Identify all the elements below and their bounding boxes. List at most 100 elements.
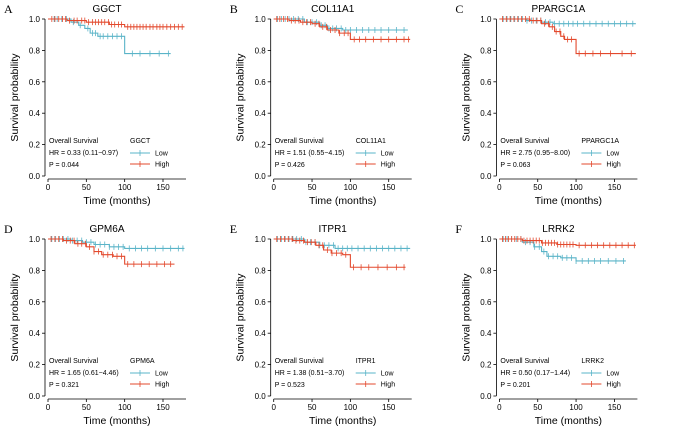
panel-label: B xyxy=(230,2,238,16)
y-tick-label: 0.4 xyxy=(29,329,41,338)
y-tick-label: 1.0 xyxy=(255,15,267,24)
hazard-ratio: HR = 1.65 (0.61−4.46) xyxy=(49,370,119,377)
y-tick-label: 1.0 xyxy=(29,235,41,244)
y-tick-label: 0.0 xyxy=(255,172,267,181)
overall-survival-label: Overall Survival xyxy=(49,358,98,365)
x-tick-label: 150 xyxy=(608,183,622,192)
y-tick-label: 1.0 xyxy=(29,15,41,24)
x-axis-title: Time (months) xyxy=(309,195,376,207)
overall-survival-label: Overall Survival xyxy=(275,138,324,145)
y-tick-label: 0.4 xyxy=(255,109,267,118)
y-tick-label: 0.6 xyxy=(29,78,41,87)
x-tick-label: 0 xyxy=(46,183,51,192)
y-tick-label: 0.6 xyxy=(255,78,267,87)
y-tick-label: 0.8 xyxy=(29,46,41,55)
km-curve-high xyxy=(499,238,636,246)
legend-title: ITPR1 xyxy=(356,358,376,365)
legend-title: COL11A1 xyxy=(356,138,386,145)
km-panel-ggct: A GGCT 0.0 0.2 0.4 0.6 0.8 1.0 0 50 100 150 Time (mo… xyxy=(4,2,186,207)
y-tick-label: 0.2 xyxy=(255,361,267,370)
hazard-ratio: HR = 1.51 (0.55−4.15) xyxy=(275,150,345,157)
panel-label: F xyxy=(455,222,462,236)
km-panel-ppargc1a: C PPARGC1A 0.0 0.2 0.4 0.6 0.8 1.0 0 50 100 150 Time… xyxy=(455,2,638,207)
x-tick-label: 0 xyxy=(497,183,502,192)
p-value: P = 0.044 xyxy=(49,162,79,169)
y-tick-label: 0.8 xyxy=(480,266,492,275)
hazard-ratio: HR = 0.33 (0.11−0.97) xyxy=(49,150,118,157)
km-panel-lrrk2: F LRRK2 0.0 0.2 0.4 0.6 0.8 1.0 0 50 100 150 Time (m… xyxy=(455,222,638,427)
legend-title: GPM6A xyxy=(130,358,155,365)
legend-label-low: Low xyxy=(155,151,169,158)
x-tick-label: 150 xyxy=(156,403,170,412)
panel-title: GPM6A xyxy=(89,224,124,235)
km-panel-itpr1: E ITPR1 0.0 0.2 0.4 0.6 0.8 1.0 0 50 100 150 Time (m… xyxy=(230,222,412,427)
y-tick-label: 0.8 xyxy=(255,266,267,275)
overall-survival-label: Overall Survival xyxy=(49,138,98,145)
km-curve-low xyxy=(499,18,636,25)
y-tick-label: 1.0 xyxy=(255,235,267,244)
y-tick-label: 1.0 xyxy=(480,235,492,244)
p-value: P = 0.321 xyxy=(49,382,79,389)
x-tick-label: 0 xyxy=(271,183,276,192)
legend-label-low: Low xyxy=(606,371,620,378)
x-axis-title: Time (months) xyxy=(535,415,602,427)
legend-label-high: High xyxy=(606,162,621,169)
x-tick-label: 100 xyxy=(344,183,358,192)
legend-label-low: Low xyxy=(381,371,395,378)
y-tick-label: 0.0 xyxy=(480,172,492,181)
hazard-ratio: HR = 1.38 (0.51−3.70) xyxy=(275,370,345,377)
legend-label-high: High xyxy=(155,162,170,169)
hazard-ratio: HR = 0.50 (0.17−1.44) xyxy=(500,370,570,377)
legend-label-high: High xyxy=(155,382,170,389)
hazard-ratio: HR = 2.75 (0.95−8.00) xyxy=(500,150,570,157)
x-axis-title: Time (months) xyxy=(83,415,150,427)
x-tick-label: 100 xyxy=(569,403,583,412)
overall-survival-label: Overall Survival xyxy=(500,138,549,145)
x-tick-label: 100 xyxy=(118,183,132,192)
p-value: P = 0.201 xyxy=(500,382,530,389)
y-tick-label: 0.8 xyxy=(29,266,41,275)
legend-label-low: Low xyxy=(381,151,395,158)
y-tick-label: 0.4 xyxy=(29,109,41,118)
km-curve-high xyxy=(273,238,406,268)
panel-label: E xyxy=(230,222,237,236)
y-tick-label: 0.2 xyxy=(255,141,267,150)
overall-survival-label: Overall Survival xyxy=(500,358,549,365)
y-tick-label: 0.6 xyxy=(480,78,492,87)
y-tick-label: 0.0 xyxy=(255,392,267,401)
panel-title: ITPR1 xyxy=(319,224,348,235)
legend-label-low: Low xyxy=(606,151,620,158)
x-axis-title: Time (months) xyxy=(309,415,376,427)
panel-title: PPARGC1A xyxy=(532,4,586,15)
y-tick-label: 0.4 xyxy=(480,329,492,338)
y-tick-label: 0.6 xyxy=(29,298,41,307)
legend-title: PPARGC1A xyxy=(581,138,619,145)
x-tick-label: 100 xyxy=(344,403,358,412)
km-curve-high xyxy=(48,238,175,265)
legend-title: LRRK2 xyxy=(581,358,604,365)
x-tick-label: 50 xyxy=(533,403,542,412)
p-value: P = 0.523 xyxy=(275,382,305,389)
x-tick-label: 0 xyxy=(46,403,51,412)
x-axis-title: Time (months) xyxy=(83,195,150,207)
y-tick-label: 0.8 xyxy=(480,46,492,55)
y-axis-title: Survival probability xyxy=(235,273,247,362)
x-tick-label: 150 xyxy=(382,403,396,412)
panel-title: COL11A1 xyxy=(311,4,355,15)
y-tick-label: 0.0 xyxy=(29,392,41,401)
y-tick-label: 0.2 xyxy=(29,141,41,150)
y-axis-title: Survival probability xyxy=(235,53,247,142)
x-tick-label: 150 xyxy=(608,403,622,412)
x-tick-label: 0 xyxy=(497,403,502,412)
x-tick-label: 0 xyxy=(271,403,276,412)
y-tick-label: 0.6 xyxy=(480,298,492,307)
km-curve-high xyxy=(48,18,185,28)
p-value: P = 0.063 xyxy=(500,162,530,169)
y-tick-label: 0.0 xyxy=(480,392,492,401)
x-tick-label: 100 xyxy=(569,183,583,192)
y-tick-label: 0.8 xyxy=(255,46,267,55)
km-curve-low xyxy=(273,18,408,31)
y-axis-title: Survival probability xyxy=(9,53,21,142)
overall-survival-label: Overall Survival xyxy=(275,358,324,365)
y-tick-label: 0.2 xyxy=(29,361,41,370)
